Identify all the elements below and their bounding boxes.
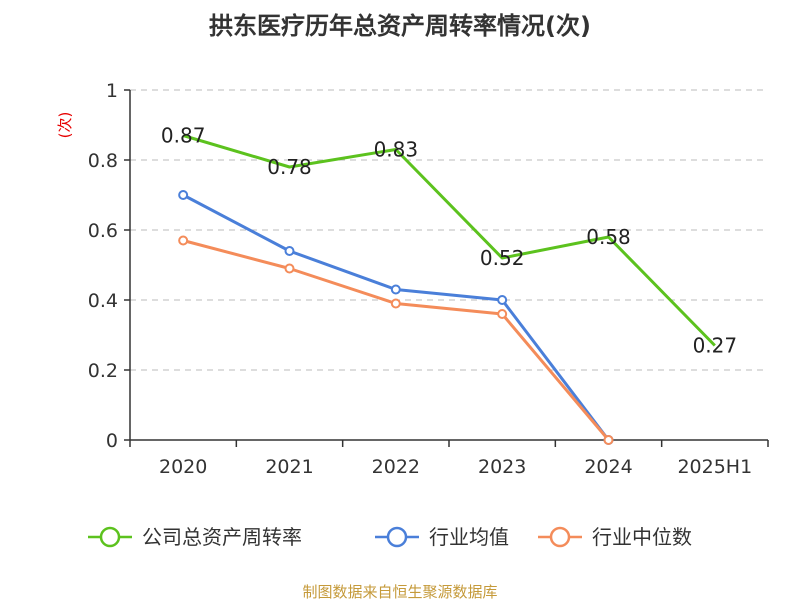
chart-title: 拱东医疗历年总资产周转率情况(次): [209, 12, 591, 40]
series-point: [178, 190, 189, 200]
source-note: 制图数据来自恒生聚源数据库: [302, 583, 497, 600]
x-tick-label: 2023: [478, 456, 526, 478]
series-point: [497, 309, 508, 319]
legend-marker: [99, 526, 121, 548]
y-axis-unit-label: (次): [56, 112, 74, 139]
series-line-1: [182, 193, 610, 441]
series-lines: [178, 134, 716, 445]
x-tick-label: 2024: [584, 456, 632, 478]
data-label: 0.83: [374, 138, 419, 162]
legend-marker: [549, 526, 571, 548]
legend-marker: [386, 526, 408, 548]
series-point: [284, 263, 295, 274]
series-line-2: [182, 239, 610, 441]
y-tick-label: 0.2: [88, 360, 118, 382]
axes: 0 0.2 0.4 0.6 0.8 1 2020 2021 2022 2023 2024 2025H1: [88, 80, 769, 478]
legend-label: 公司总资产周转率: [142, 525, 302, 549]
y-tick-label: 0.6: [88, 220, 118, 242]
series-point: [178, 235, 189, 246]
series-point: [603, 435, 614, 445]
x-tick-label: 2022: [372, 456, 420, 478]
x-tick-label: 2025H1: [677, 456, 752, 478]
legend-label: 行业均值: [429, 525, 509, 549]
x-tick-label: 2020: [159, 456, 207, 478]
series-point: [284, 246, 295, 256]
legend: 公司总资产周转率 行业均值 行业中位数: [88, 525, 692, 549]
gridlines: [130, 89, 768, 371]
data-label: 0.52: [480, 246, 525, 270]
data-label: 0.78: [267, 155, 312, 179]
y-tick-label: 0: [106, 430, 118, 452]
y-tick-label: 0.4: [88, 290, 118, 312]
data-labels: 0.87 0.78 0.83 0.52 0.58 0.27: [161, 124, 737, 358]
series-point: [390, 298, 401, 309]
series-point: [390, 284, 401, 295]
data-label: 0.87: [161, 124, 206, 148]
series-point: [497, 295, 508, 305]
x-tick-label: 2021: [265, 456, 313, 478]
series-line-0: [182, 134, 716, 347]
y-tick-label: 1: [106, 80, 118, 102]
legend-label: 行业中位数: [592, 525, 692, 549]
data-label: 0.58: [586, 225, 631, 249]
data-label: 0.27: [693, 334, 738, 358]
y-tick-label: 0.8: [88, 150, 118, 172]
